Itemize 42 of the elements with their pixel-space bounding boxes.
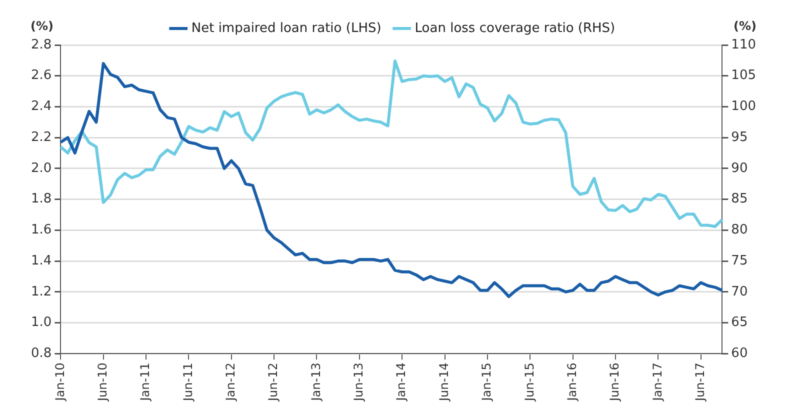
x-tick-label: Jan-15 (480, 362, 494, 402)
x-tick-label: Jan-12 (224, 362, 238, 402)
x-tick-label: Jun-17 (692, 362, 707, 402)
x-tick-label: Jan-10 (52, 362, 67, 402)
x-tick-label: Jan-17 (650, 362, 664, 402)
y2-tick-label: 70 (731, 284, 748, 300)
x-tick-label: Jan-11 (138, 362, 152, 402)
y2-tick-label: 105 (731, 68, 756, 84)
y2-tick-label: 60 (731, 346, 748, 362)
y-tick-label: 2.6 (30, 68, 52, 84)
x-tick-label: Jan-14 (394, 362, 408, 402)
y-tick-label: 1.6 (30, 222, 52, 238)
y2-tick-label: 80 (731, 222, 748, 238)
y-tick-label: 1.0 (30, 315, 52, 330)
x-tick-label: Jun-13 (352, 362, 366, 402)
y2-tick-label: 95 (731, 130, 748, 145)
x-tick-label: Jun-10 (95, 362, 110, 402)
legend-label: Loan loss coverage ratio (RHS) (414, 20, 616, 36)
x-tick-label: Jun-16 (608, 362, 622, 402)
y2-axis-title: (%) (734, 19, 756, 34)
x-tick-label: Jun-11 (180, 362, 195, 402)
y2-tick-label: 100 (731, 99, 756, 114)
x-tick-label: Jan-16 (564, 362, 579, 402)
x-tick-label: Jun-12 (266, 362, 280, 402)
y2-tick-label: 75 (731, 253, 748, 268)
y-tick-label: 1.8 (30, 192, 52, 207)
y2-tick-label: 65 (731, 315, 748, 330)
y-tick-label: 1.2 (30, 284, 52, 300)
y-tick-label: 1.4 (30, 253, 52, 268)
y-tick-label: 2.4 (30, 99, 52, 114)
x-tick-label: Jun-14 (436, 362, 451, 402)
y-tick-label: 2.8 (30, 37, 52, 52)
x-tick-label: Jan-13 (308, 362, 323, 402)
legend-label: Net impaired loan ratio (LHS) (191, 20, 382, 36)
y2-tick-label: 90 (731, 160, 748, 176)
y-tick-label: 0.8 (30, 346, 52, 362)
y-tick-label: 2.0 (30, 160, 52, 176)
y-tick-label: 2.2 (30, 130, 52, 145)
y2-tick-label: 85 (731, 192, 748, 207)
x-tick-label: Jun-15 (522, 362, 536, 402)
y2-tick-label: 110 (731, 37, 756, 52)
y-axis-title: (%) (30, 19, 54, 34)
